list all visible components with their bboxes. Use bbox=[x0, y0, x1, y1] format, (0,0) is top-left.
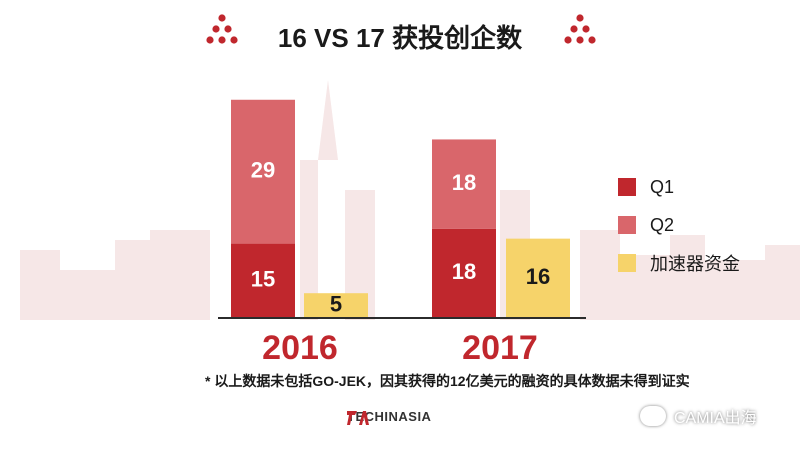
decorative-dot bbox=[218, 14, 226, 22]
decorative-dot bbox=[206, 36, 214, 44]
legend-item-accelerator: 加速器资金 bbox=[618, 244, 740, 282]
legend-swatch-q1 bbox=[618, 178, 636, 196]
data-label: 15 bbox=[251, 267, 275, 292]
wechat-icon bbox=[640, 406, 666, 426]
bar-chart: 15 29 5 2016 18 18 16 2017 bbox=[218, 99, 586, 367]
legend-label-q2: Q2 bbox=[650, 214, 675, 235]
bar-2016-accelerator bbox=[304, 293, 368, 318]
chart-title: 16 VS 17 获投创企数 bbox=[277, 23, 523, 53]
decorative-dots bbox=[206, 14, 596, 44]
decorative-dot bbox=[224, 25, 232, 33]
decorative-dot bbox=[564, 36, 572, 44]
data-label: 16 bbox=[526, 264, 550, 289]
x-tick-label: 2016 bbox=[262, 329, 338, 367]
data-label: 18 bbox=[452, 259, 476, 284]
decorative-dot bbox=[576, 14, 584, 22]
techinasia-logo-text: TECHINASIA bbox=[347, 409, 432, 424]
footnote: * 以上数据未包括GO-JEK，因其获得的12亿美元的融资的具体数据未得到证实 bbox=[205, 373, 690, 389]
watermark-text: CAMIA出海 bbox=[674, 410, 757, 427]
x-tick-label: 2017 bbox=[462, 329, 538, 367]
watermark: CAMIA出海 bbox=[640, 404, 757, 428]
decorative-dot bbox=[576, 36, 584, 44]
legend-swatch-accelerator bbox=[618, 254, 636, 272]
legend-item-q2: Q2 bbox=[618, 206, 740, 244]
legend: Q1 Q2 加速器资金 bbox=[618, 168, 740, 282]
techinasia-logo: TECHINASIA bbox=[347, 409, 432, 425]
legend-swatch-q2 bbox=[618, 216, 636, 234]
techinasia-logo-icon bbox=[347, 411, 369, 425]
decorative-dot bbox=[570, 25, 578, 33]
data-label: 5 bbox=[330, 291, 342, 316]
data-label: 18 bbox=[452, 170, 476, 195]
decorative-dot bbox=[582, 25, 590, 33]
bar-2017-Q1 bbox=[432, 228, 496, 318]
legend-label-q1: Q1 bbox=[650, 176, 675, 197]
decorative-dot bbox=[218, 36, 226, 44]
decorative-dot bbox=[588, 36, 596, 44]
legend-label-accelerator: 加速器资金 bbox=[650, 254, 740, 274]
data-label: 29 bbox=[251, 157, 275, 182]
bar-2016-Q2 bbox=[231, 99, 295, 244]
decorative-dot bbox=[212, 25, 220, 33]
bar-2016-Q1 bbox=[231, 243, 295, 318]
bar-2017-Q2 bbox=[432, 139, 496, 229]
bar-2017-accelerator bbox=[506, 238, 570, 318]
legend-item-q1: Q1 bbox=[618, 168, 740, 206]
decorative-dot bbox=[230, 36, 238, 44]
